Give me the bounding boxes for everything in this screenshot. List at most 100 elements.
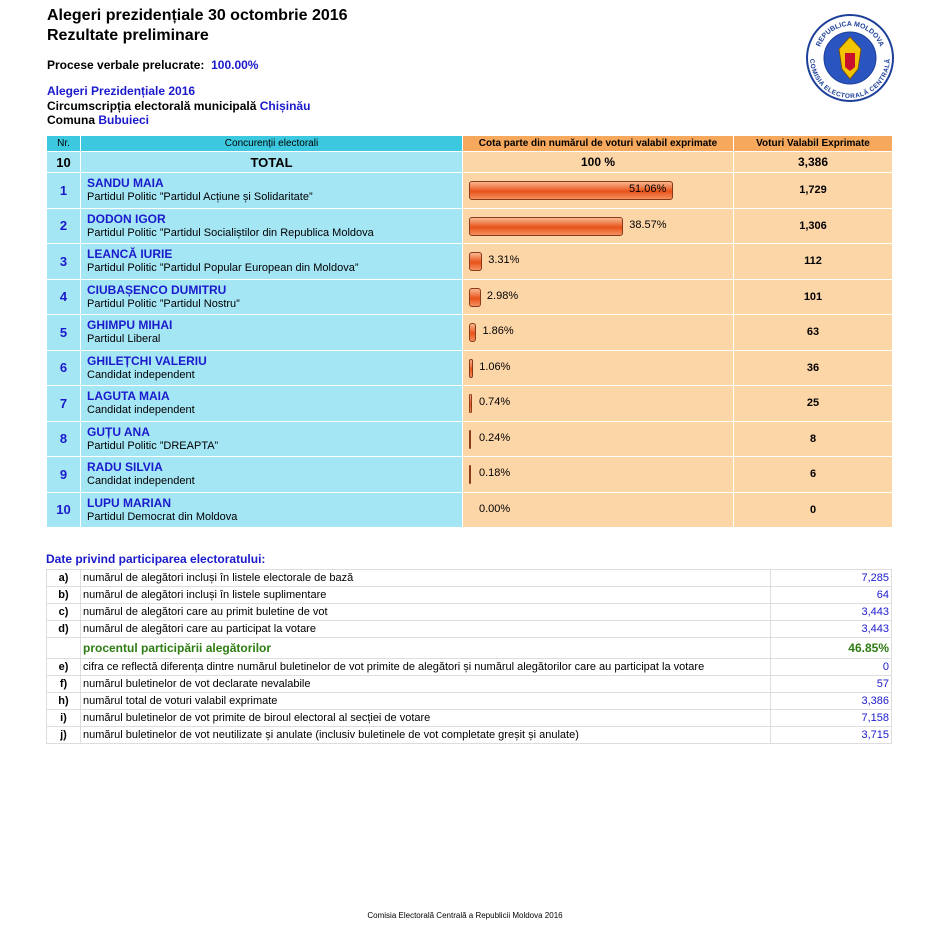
candidate-row: 5 GHIMPU MIHAI Partidul Liberal 1.86% 63 xyxy=(46,314,893,351)
share-bar xyxy=(469,465,471,484)
candidate-cell: LEANCĂ IURIE Partidul Politic ”Partidul P… xyxy=(80,243,463,280)
share-label: 51.06% xyxy=(628,183,667,195)
candidate-nr: 3 xyxy=(46,243,81,280)
row-value: 3,386 xyxy=(770,692,892,710)
candidate-votes: 36 xyxy=(733,349,893,386)
row-value: 3,443 xyxy=(770,620,892,638)
participation-row: procentul participării alegătorilor 46.85… xyxy=(46,637,892,659)
candidate-nr: 1 xyxy=(46,172,81,209)
processed: Procese verbale prelucrate: 100.00% xyxy=(47,58,258,72)
column-header: Nr. xyxy=(46,135,81,152)
candidate-row: 3 LEANCĂ IURIE Partidul Politic ”Partidul … xyxy=(46,243,893,280)
participation-body: a) numărul de alegători incluși în listel… xyxy=(46,569,892,744)
candidate-row: 10 LUPU MARIAN Partidul Democrat din Moldo… xyxy=(46,491,893,528)
candidate-name: SANDU MAIA xyxy=(87,176,164,191)
candidate-cell: GUȚU ANA Partidul Politic ”DREAPTA” xyxy=(80,420,463,457)
share-label: 38.57% xyxy=(629,218,667,231)
candidate-cell: RADU SILVIA Candidat independent xyxy=(80,456,463,493)
candidate-cell: GHIMPU MIHAI Partidul Liberal xyxy=(80,314,463,351)
header: Alegeri prezidențiale 30 octombrie 2016 … xyxy=(47,6,348,46)
candidate-name: GHIMPU MIHAI xyxy=(87,318,173,333)
candidate-votes: 63 xyxy=(733,314,893,351)
share-bar xyxy=(469,252,483,271)
total-row: 10 TOTAL 100 % 3,386 xyxy=(46,151,893,173)
row-text: numărul buletinelor de vot declarate nev… xyxy=(80,675,771,693)
candidate-party: Partidul Liberal xyxy=(87,333,161,346)
row-key xyxy=(46,637,81,659)
candidate-name: GUȚU ANA xyxy=(87,424,150,439)
share-label: 0.24% xyxy=(479,431,511,444)
results-body: Nr. Concurenții electorali Cota parte din … xyxy=(46,135,893,528)
commune-label: Comuna xyxy=(47,113,95,127)
commune-name: Bubuieci xyxy=(98,113,150,127)
candidate-name: CIUBAȘENCO DUMITRU xyxy=(87,282,227,297)
row-text: numărul buletinelor de vot primite de bi… xyxy=(80,709,771,727)
row-text: numărul de alegători care au participat … xyxy=(80,620,771,638)
row-key: j) xyxy=(46,726,81,744)
share-label: 0.18% xyxy=(479,467,511,479)
share-bar xyxy=(469,323,477,342)
candidate-party: Partidul Politic ”Partidul Nostru” xyxy=(87,297,240,310)
column-header: Voturi Valabil Exprimate xyxy=(733,135,893,152)
candidate-party: Candidat independent xyxy=(87,475,195,488)
candidate-cell: LUPU MARIAN Partidul Democrat din Moldova xyxy=(80,491,463,528)
logo: REPUBLICA MOLDOVA COMISIA ELECTORALĂ CEN… xyxy=(806,14,894,102)
commune: Comuna Bubuieci xyxy=(47,113,310,128)
processed-value: 100.00% xyxy=(211,58,259,72)
row-value: 0 xyxy=(770,658,892,676)
share-cell: 1.86% xyxy=(462,314,734,351)
candidate-name: LEANCĂ IURIE xyxy=(87,247,173,262)
candidate-name: LAGUTA MAIA xyxy=(87,389,170,404)
candidate-party: Partidul Politic ”DREAPTA” xyxy=(87,439,219,452)
participation-row: h) numărul total de voturi valabil exprim… xyxy=(46,692,892,710)
participation-row: e) cifra ce reflectă diferența dintre num… xyxy=(46,658,892,676)
share-cell: 38.57% xyxy=(462,207,734,244)
candidate-votes: 112 xyxy=(733,243,893,280)
candidate-row: 4 CIUBAȘENCO DUMITRU Partidul Politic ”Par… xyxy=(46,278,893,315)
total-votes: 3,386 xyxy=(733,151,893,173)
share-bar xyxy=(469,181,674,200)
candidate-party: Candidat independent xyxy=(87,368,195,381)
row-key: f) xyxy=(46,675,81,693)
participation-row: j) numărul buletinelor de vot neutilizate… xyxy=(46,726,892,744)
candidate-nr: 8 xyxy=(46,420,81,457)
row-key: i) xyxy=(46,709,81,727)
row-text: numărul de alegători care au primit bule… xyxy=(80,603,771,621)
total-label: TOTAL xyxy=(80,151,463,173)
circumscription-name: Chișinău xyxy=(259,98,311,113)
share-cell: 3.31% xyxy=(462,243,734,280)
header-row: Nr. Concurenții electorali Cota parte din … xyxy=(46,135,893,152)
candidate-row: 9 RADU SILVIA Candidat independent 0.18% 6 xyxy=(46,456,893,493)
row-key: a) xyxy=(46,569,81,587)
row-value: 46.85% xyxy=(770,637,892,659)
row-text: numărul de alegători incluși în listele … xyxy=(80,586,771,604)
share-label: 2.98% xyxy=(486,289,519,302)
candidate-name: DODON IGOR xyxy=(87,211,166,226)
total-nr: 10 xyxy=(46,151,81,173)
subtitle: Rezultate preliminare xyxy=(47,27,209,44)
row-value: 57 xyxy=(770,675,892,693)
circumscription-label: Circumscripția electorală municipală xyxy=(47,98,257,113)
participation-row: d) numărul de alegători care au participa… xyxy=(46,620,892,638)
column-header: Concurenții electorali xyxy=(80,135,463,152)
processed-label: Procese verbale prelucrate: xyxy=(47,58,205,72)
candidate-votes: 8 xyxy=(733,420,893,457)
total-share: 100 % xyxy=(462,151,734,173)
candidate-nr: 10 xyxy=(46,491,81,528)
row-key: c) xyxy=(46,603,81,621)
share-label: 0.74% xyxy=(479,396,511,408)
candidate-votes: 25 xyxy=(733,385,893,422)
candidate-votes: 1,306 xyxy=(733,207,893,244)
candidate-cell: LAGUTA MAIA Candidat independent xyxy=(80,385,463,422)
context: Alegeri Prezidențiale 2016 Circumscripți… xyxy=(47,84,310,128)
share-cell: 0.24% xyxy=(462,420,734,457)
share-cell: 51.06% xyxy=(462,172,734,209)
logo-shield xyxy=(845,53,855,71)
participation-row: b) numărul de alegători incluși în listel… xyxy=(46,586,892,604)
row-value: 3,443 xyxy=(770,603,892,621)
row-key: e) xyxy=(46,658,81,676)
candidate-cell: SANDU MAIA Partidul Politic ”Partidul Acț… xyxy=(80,172,463,209)
candidate-cell: GHILEȚCHI VALERIU Candidat independent xyxy=(80,349,463,386)
share-cell: 1.06% xyxy=(462,349,734,386)
